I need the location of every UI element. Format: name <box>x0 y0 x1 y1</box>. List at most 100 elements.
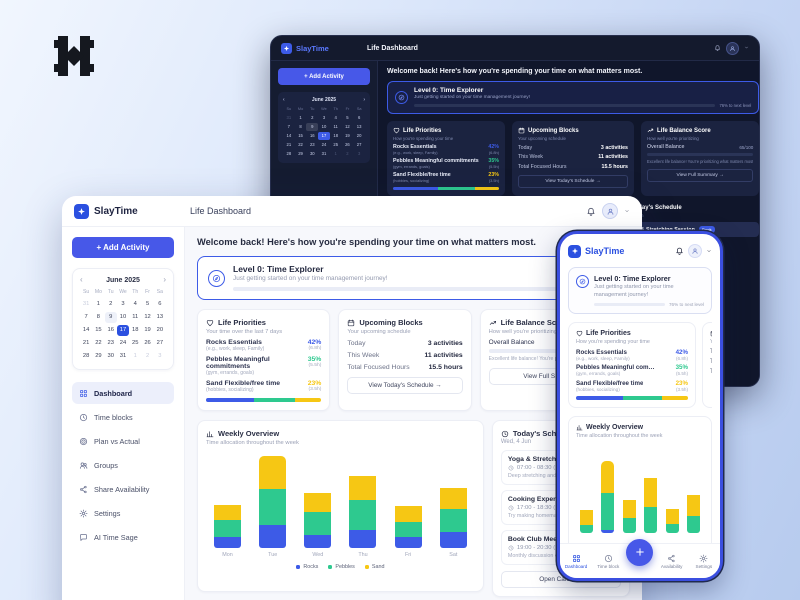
calendar-day[interactable]: 31 <box>321 151 327 156</box>
calendar-day[interactable]: 28 <box>286 151 292 156</box>
user-avatar[interactable] <box>602 203 618 219</box>
user-avatar[interactable] <box>688 244 702 258</box>
calendar-day[interactable]: 2 <box>109 301 113 307</box>
calendar-day[interactable]: 29 <box>298 151 303 156</box>
nav-item-dashboard[interactable]: Dashboard <box>562 554 590 569</box>
calendar-day[interactable]: 16 <box>309 133 315 138</box>
calendar-day[interactable]: 31 <box>82 301 90 307</box>
sidebar-item-settings[interactable]: Settings <box>72 502 174 524</box>
calendar-day[interactable]: 20 <box>156 327 164 333</box>
calendar-day[interactable]: 3 <box>322 115 326 120</box>
calendar-day[interactable]: 1 <box>299 115 302 120</box>
add-activity-button[interactable]: + Add Activity <box>278 68 370 85</box>
sidebar-item-ai-time-sage[interactable]: AI Time Sage <box>72 526 174 548</box>
calendar-day[interactable]: 31 <box>286 115 292 120</box>
calendar-day[interactable]: 5 <box>346 115 349 120</box>
calendar-day[interactable]: 1 <box>133 353 137 359</box>
calendar-day[interactable]: 3 <box>158 353 162 359</box>
calendar-day[interactable]: 3 <box>357 151 361 156</box>
calendar-day[interactable]: 27 <box>156 340 164 346</box>
calendar-prev-icon[interactable]: ‹ <box>283 97 285 103</box>
calendar-day[interactable]: 21 <box>82 340 90 346</box>
calendar-day[interactable]: 25 <box>132 340 139 346</box>
sidebar-item-time-blocks[interactable]: Time blocks <box>72 406 174 428</box>
calendar-day[interactable]: 28 <box>82 353 90 359</box>
add-activity-button[interactable]: + Add Activity <box>72 237 174 258</box>
nav-item-settings[interactable]: Settings <box>690 554 718 569</box>
calendar-day[interactable]: 10 <box>321 124 327 129</box>
calendar-day[interactable]: 27 <box>356 142 362 147</box>
calendar-prev-icon[interactable]: ‹ <box>80 275 83 284</box>
calendar-day[interactable]: 6 <box>357 115 361 120</box>
calendar-day[interactable]: 9 <box>306 123 319 131</box>
calendar-day[interactable]: 26 <box>345 142 350 147</box>
calendar-day[interactable]: 20 <box>356 133 362 138</box>
calendar-day[interactable]: 24 <box>119 340 127 346</box>
calendar-day[interactable]: 17 <box>116 325 130 336</box>
calendar-day[interactable]: 22 <box>95 340 102 346</box>
sidebar-item-groups[interactable]: Groups <box>72 454 174 476</box>
calendar-day[interactable]: 19 <box>144 327 151 333</box>
add-activity-fab[interactable] <box>626 538 654 566</box>
calendar-day[interactable]: 4 <box>334 115 337 120</box>
calendar-day[interactable]: 7 <box>84 314 88 320</box>
calendar-day[interactable]: 15 <box>298 133 303 138</box>
chevron-down-icon[interactable] <box>624 202 630 220</box>
calendar-day[interactable]: 2 <box>145 353 150 359</box>
calendar-day[interactable]: 18 <box>333 133 339 138</box>
notifications-bell-icon[interactable] <box>714 39 721 57</box>
calendar-day[interactable]: 14 <box>286 133 292 138</box>
view-full-summary-button[interactable]: View Full Summary → <box>647 169 754 183</box>
calendar-day[interactable]: 18 <box>132 327 139 333</box>
calendar-day[interactable]: 30 <box>107 353 114 359</box>
calendar-day[interactable]: 17 <box>318 132 330 140</box>
calendar-day[interactable]: 26 <box>144 340 151 346</box>
calendar-day[interactable]: 5 <box>145 301 150 307</box>
calendar-day[interactable]: 25 <box>333 142 339 147</box>
view-todays-schedule-button[interactable]: View Today's Schedule → <box>347 377 463 395</box>
notifications-bell-icon[interactable] <box>586 202 596 220</box>
calendar-day[interactable]: 1 <box>334 151 337 156</box>
nav-item-availability[interactable]: Availability <box>658 554 686 569</box>
calendar-day[interactable]: 23 <box>107 340 114 346</box>
calendar-day[interactable]: 16 <box>107 327 114 333</box>
calendar-day[interactable]: 11 <box>132 314 139 320</box>
calendar-day[interactable]: 2 <box>346 151 349 156</box>
calendar-day[interactable]: 11 <box>333 124 338 129</box>
calendar-day[interactable]: 6 <box>158 301 162 307</box>
notifications-bell-icon[interactable] <box>675 242 684 260</box>
calendar-day[interactable]: 14 <box>82 327 90 333</box>
chevron-down-icon[interactable] <box>744 39 749 57</box>
card-carousel[interactable]: Life Priorities How you're spending your… <box>568 322 712 408</box>
calendar-day[interactable]: 31 <box>119 353 127 359</box>
calendar-day[interactable]: 7 <box>287 124 291 129</box>
calendar-day[interactable]: 29 <box>95 353 102 359</box>
calendar-day[interactable]: 9 <box>104 312 117 323</box>
sidebar-item-share-availability[interactable]: Share Availability <box>72 478 174 500</box>
calendar-day[interactable]: 8 <box>299 124 302 129</box>
calendar-day[interactable]: 8 <box>96 314 101 320</box>
calendar-day[interactable]: 2 <box>311 115 314 120</box>
calendar-day[interactable]: 3 <box>121 301 125 307</box>
calendar-day[interactable]: 13 <box>156 314 164 320</box>
calendar-day[interactable]: 12 <box>345 124 350 129</box>
calendar-day[interactable]: 23 <box>309 142 315 147</box>
calendar-next-icon[interactable]: › <box>163 275 166 284</box>
user-avatar[interactable] <box>726 41 739 55</box>
sidebar-item-dashboard[interactable]: Dashboard <box>72 382 174 404</box>
calendar-day[interactable]: 10 <box>119 314 127 320</box>
calendar-day[interactable]: 24 <box>321 142 327 147</box>
view-todays-schedule-button[interactable]: View Today's Schedule → <box>518 174 628 188</box>
calendar-day[interactable]: 22 <box>298 142 303 147</box>
calendar-day[interactable]: 15 <box>95 327 102 333</box>
calendar-day[interactable]: 12 <box>144 314 151 320</box>
calendar-day[interactable]: 30 <box>309 151 315 156</box>
sidebar-item-plan-vs-actual[interactable]: Plan vs Actual <box>72 430 174 452</box>
nav-item-time-block[interactable]: Time block <box>594 554 622 569</box>
calendar-day[interactable]: 21 <box>286 142 292 147</box>
calendar-day[interactable]: 1 <box>96 301 101 307</box>
chevron-down-icon[interactable] <box>706 242 712 260</box>
calendar-day[interactable]: 4 <box>133 301 137 307</box>
calendar-next-icon[interactable]: › <box>363 97 365 103</box>
calendar-day[interactable]: 13 <box>356 124 362 129</box>
